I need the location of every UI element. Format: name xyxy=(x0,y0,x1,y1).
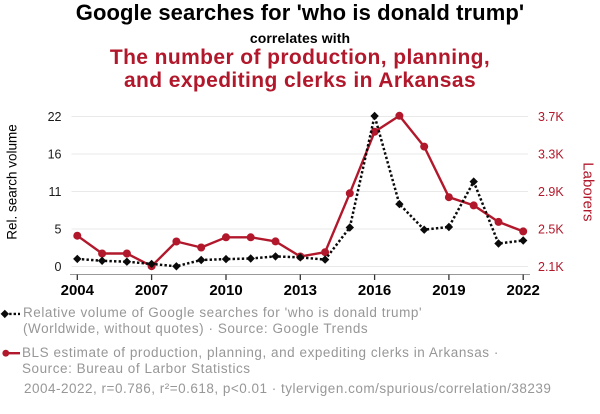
svg-text:2.9K: 2.9K xyxy=(538,185,564,199)
svg-text:2007: 2007 xyxy=(135,282,168,299)
svg-text:2019: 2019 xyxy=(432,282,465,299)
svg-text:Rel. search volume: Rel. search volume xyxy=(5,124,20,240)
svg-text:16: 16 xyxy=(48,148,62,162)
svg-text:2.5K: 2.5K xyxy=(538,223,564,237)
svg-text:2010: 2010 xyxy=(209,282,242,299)
svg-text:2004: 2004 xyxy=(61,282,95,299)
svg-text:0: 0 xyxy=(55,260,62,274)
svg-text:2022: 2022 xyxy=(507,282,540,299)
svg-text:3.3K: 3.3K xyxy=(538,148,564,162)
svg-text:5: 5 xyxy=(55,223,62,237)
svg-text:2016: 2016 xyxy=(358,282,391,299)
svg-text:22: 22 xyxy=(48,110,62,124)
svg-text:2013: 2013 xyxy=(284,282,317,299)
svg-text:11: 11 xyxy=(49,185,62,199)
svg-text:2.1K: 2.1K xyxy=(538,260,564,274)
svg-text:3.7K: 3.7K xyxy=(538,110,564,124)
svg-text:Laborers: Laborers xyxy=(580,162,597,221)
